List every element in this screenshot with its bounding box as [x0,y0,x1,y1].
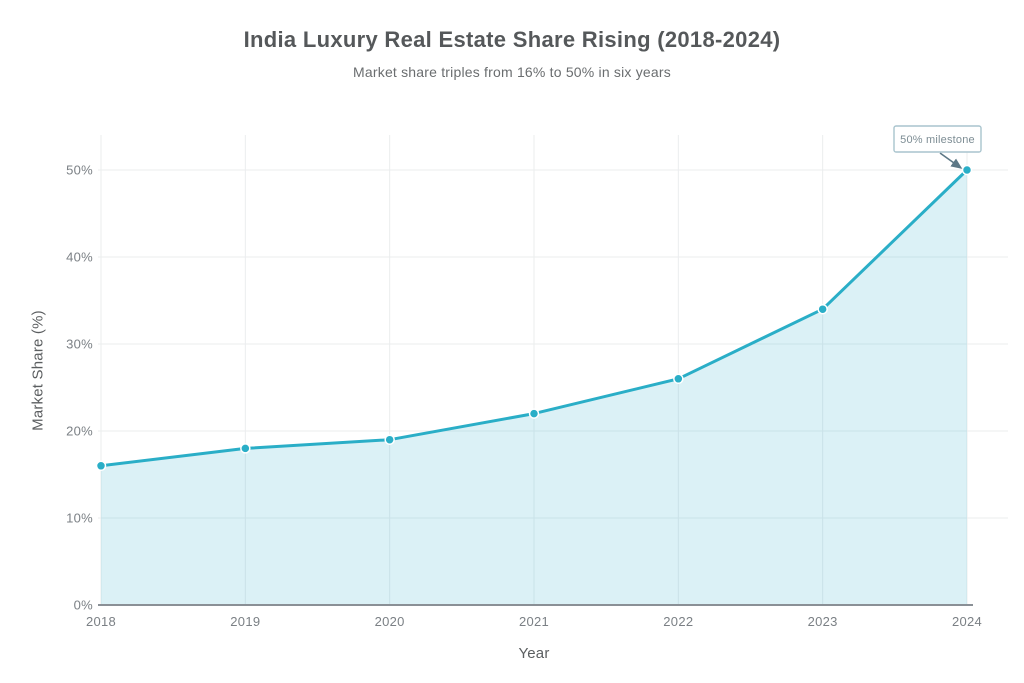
x-tick-label: 2021 [519,614,549,629]
y-tick-label: 0% [74,598,94,613]
data-point [384,434,395,445]
annotation-label: 50% milestone [900,134,975,146]
annotation-box [893,125,982,153]
data-point [95,460,107,472]
chart-title: India Luxury Real Estate Share Rising (2… [243,27,781,52]
data-point [528,408,540,419]
x-tick-label: 2022 [663,614,693,629]
data-point [817,303,828,315]
y-tick-label: 20% [66,424,93,439]
x-tick-label: 2024 [952,614,982,629]
area-fill [101,170,967,605]
x-tick-label: 2020 [375,614,405,629]
x-tick-label: 2019 [230,614,260,629]
data-point [961,164,973,176]
y-tick-label: 10% [66,511,93,526]
y-tick-label: 40% [66,250,93,265]
x-axis-title: Year [518,645,550,662]
annotation-arrow [939,152,963,169]
y-tick-label: 50% [66,163,93,178]
chart-subtitle: Market share triples from 16% to 50% in … [353,64,671,80]
y-tick-label: 30% [66,337,93,352]
data-point [240,443,251,454]
data-point [673,373,684,385]
x-tick-label: 2018 [86,614,116,629]
x-tick-label: 2023 [808,614,838,629]
